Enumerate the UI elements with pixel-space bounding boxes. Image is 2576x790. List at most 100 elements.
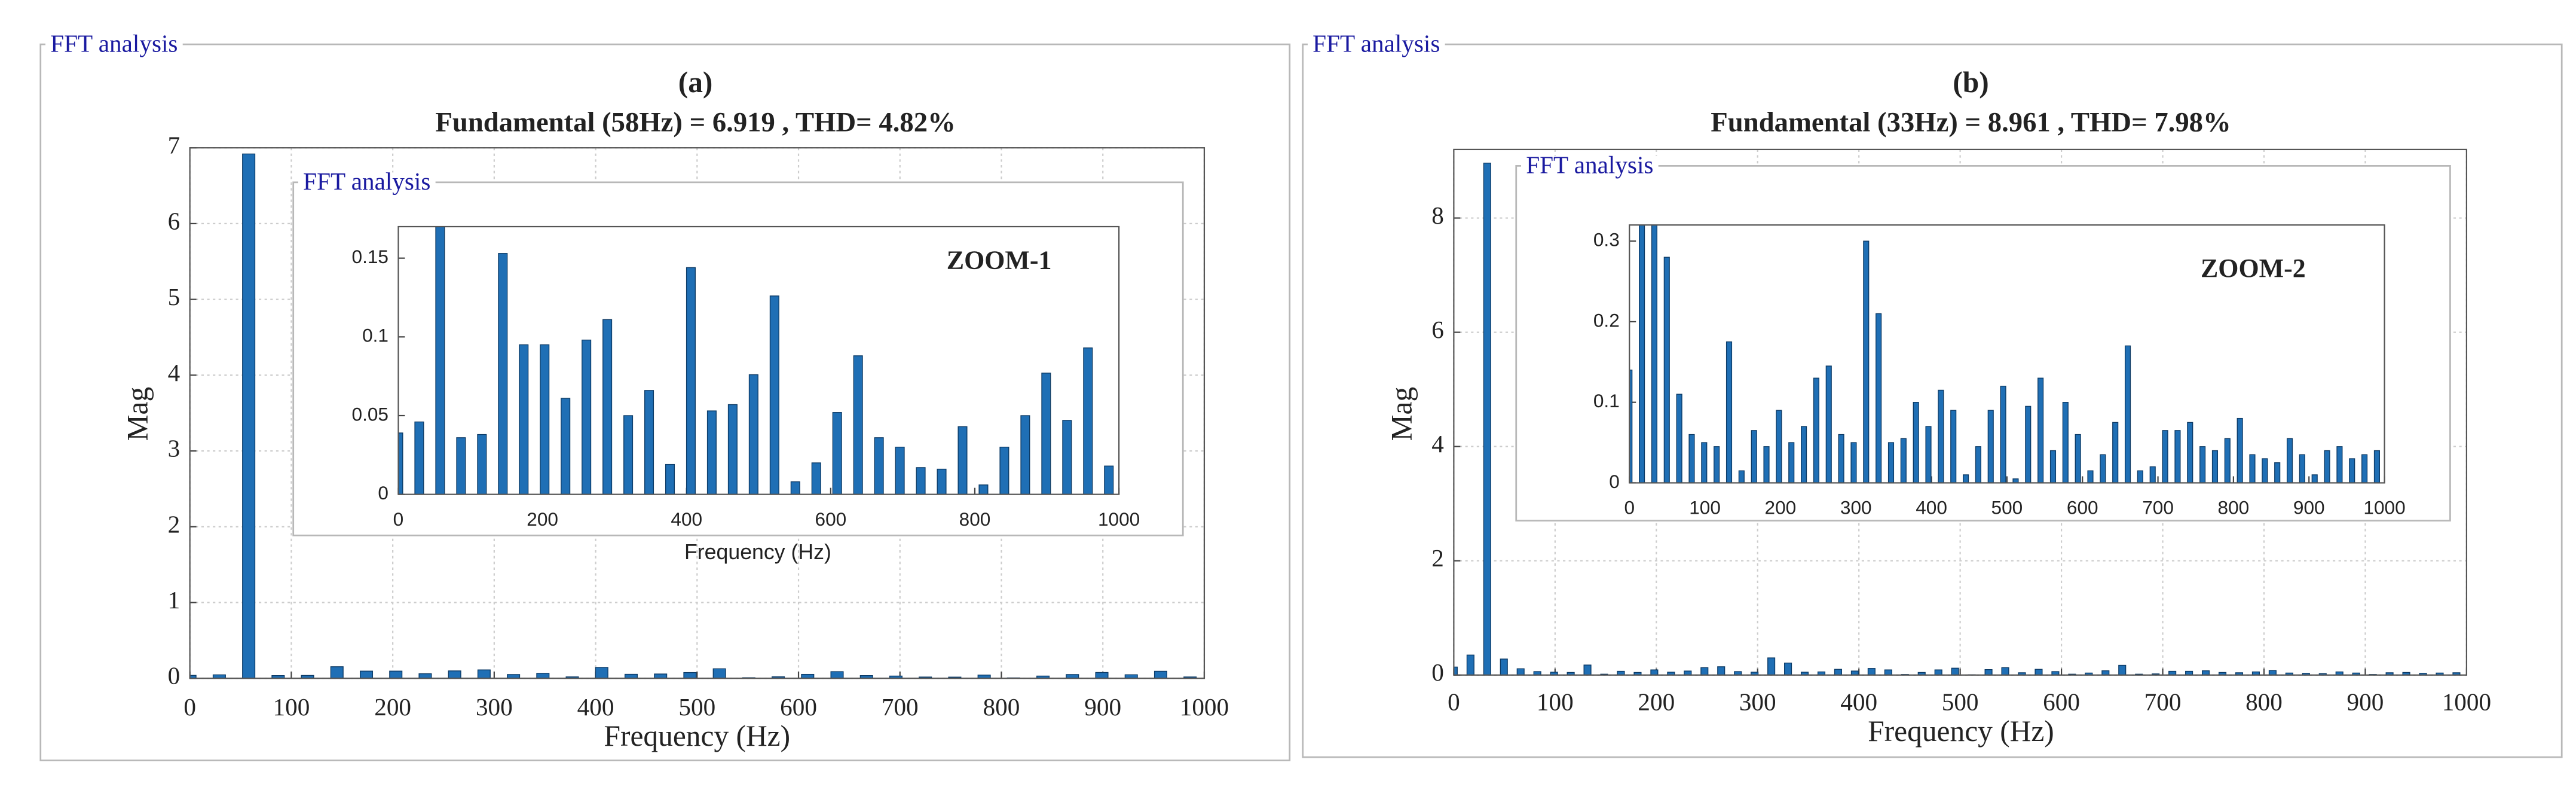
- bar: [2168, 670, 2177, 675]
- group-label: FFT analysis: [303, 167, 430, 195]
- x-tick-label: 700: [882, 693, 919, 721]
- bar: [1863, 240, 1870, 483]
- y-tick-label: 8: [1431, 202, 1444, 229]
- chart-title: (b): [1953, 66, 1988, 99]
- bar: [1483, 163, 1491, 675]
- x-tick-label: 300: [476, 693, 513, 721]
- y-tick-label: 1: [168, 586, 180, 614]
- bar: [874, 437, 884, 495]
- bar: [2262, 458, 2268, 483]
- bar: [2436, 672, 2444, 675]
- bar: [1714, 446, 1720, 483]
- y-tick-label: 6: [1431, 316, 1444, 343]
- y-tick-label: 0.3: [1593, 229, 1620, 251]
- y-tick-label: 6: [168, 207, 180, 234]
- y-tick-label: 0: [168, 662, 180, 690]
- bar: [507, 674, 521, 679]
- y-tick-label: 0.1: [1593, 390, 1620, 411]
- bar: [595, 667, 608, 679]
- bar: [477, 669, 491, 679]
- bar: [2349, 458, 2355, 483]
- bar: [1650, 669, 1659, 675]
- bar: [389, 670, 403, 679]
- bar: [916, 467, 926, 495]
- y-tick-label: 0.2: [1593, 309, 1620, 331]
- bar: [1884, 669, 1892, 675]
- bar: [977, 675, 991, 679]
- bar: [301, 675, 314, 679]
- bar: [2051, 671, 2060, 675]
- x-tick-label: 600: [2043, 688, 2080, 716]
- bar: [2085, 672, 2093, 675]
- bar: [2324, 450, 2330, 483]
- x-tick-label: 500: [1991, 497, 2023, 518]
- bar: [498, 253, 508, 495]
- y-tick-label: 7: [168, 132, 180, 159]
- bar: [1900, 438, 1907, 483]
- y-tick-label: 0: [1609, 471, 1620, 492]
- x-tick-label: 800: [983, 693, 1020, 721]
- bar: [2235, 672, 2244, 675]
- x-axis-label: Frequency (Hz): [604, 719, 790, 752]
- group-label: FFT analysis: [1526, 151, 1653, 179]
- bar: [2137, 470, 2143, 483]
- bar: [811, 462, 821, 495]
- x-tick-label: 200: [374, 693, 411, 721]
- bar: [212, 674, 226, 679]
- bar: [1516, 668, 1525, 675]
- bar: [2211, 450, 2219, 483]
- annotation: ZOOM-2: [2201, 254, 2306, 283]
- y-tick-label: 3: [168, 435, 180, 462]
- x-tick-label: 800: [959, 508, 991, 530]
- group-label-bg: [1520, 155, 1659, 176]
- bar: [2285, 672, 2293, 675]
- bar: [1066, 674, 1079, 679]
- bar: [1633, 672, 1642, 675]
- bar: [1688, 434, 1695, 483]
- bar: [1813, 377, 1819, 483]
- chart-title: (a): [678, 66, 713, 99]
- x-tick-label: 800: [2218, 497, 2250, 518]
- axes-frame: [397, 225, 1120, 495]
- bar: [2187, 422, 2193, 483]
- x-tick-label: 1000: [2363, 497, 2405, 518]
- bar: [1651, 225, 1657, 483]
- bar: [2224, 438, 2231, 483]
- bar: [1917, 672, 1926, 675]
- group-label-bg: [45, 34, 183, 54]
- bar: [1104, 465, 1114, 495]
- x-tick-label: 800: [2245, 688, 2283, 716]
- y-tick-label: 2: [1431, 544, 1444, 572]
- bar: [2037, 377, 2044, 483]
- x-axis-label: Frequency (Hz): [1868, 715, 2054, 748]
- bar: [1676, 394, 1682, 483]
- bar: [2025, 405, 2032, 483]
- bar: [1951, 667, 1959, 675]
- bar: [772, 676, 785, 679]
- x-axis-label: Frequency (Hz): [684, 540, 831, 564]
- bar: [1987, 410, 1994, 483]
- bar: [1036, 675, 1050, 679]
- bar: [536, 673, 550, 679]
- x-tick-label: 400: [671, 508, 702, 530]
- bar: [1925, 426, 1932, 483]
- x-tick-label: 600: [815, 508, 847, 530]
- x-tick-label: 600: [780, 693, 817, 721]
- bar: [1984, 669, 1993, 675]
- x-tick-label: 0: [393, 508, 404, 530]
- bar: [2000, 386, 2006, 483]
- bar: [1913, 402, 1919, 483]
- bar: [242, 153, 256, 679]
- bar: [2174, 430, 2181, 483]
- bar: [1887, 442, 1895, 483]
- bar: [683, 672, 697, 679]
- x-tick-label: 200: [1638, 688, 1675, 716]
- bar: [1124, 674, 1138, 679]
- x-tick-label: 400: [577, 693, 614, 721]
- y-tick-label: 4: [1431, 430, 1444, 457]
- bar: [435, 226, 445, 495]
- bar: [830, 671, 844, 679]
- bar: [2075, 434, 2081, 483]
- x-tick-label: 100: [1537, 688, 1574, 716]
- x-tick-label: 600: [2067, 497, 2098, 518]
